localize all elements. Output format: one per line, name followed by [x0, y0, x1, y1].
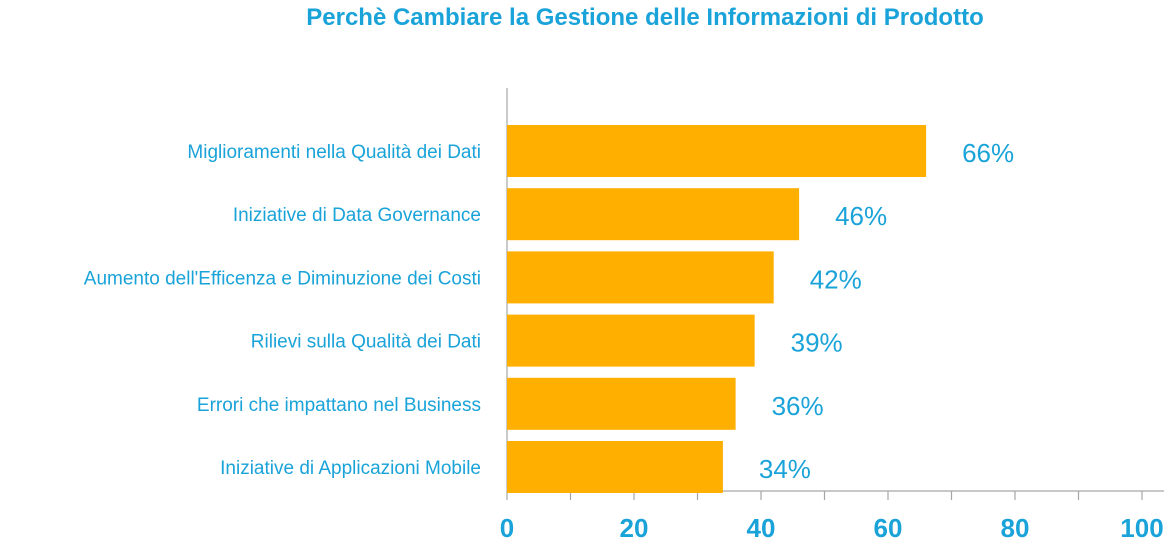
bar — [507, 314, 755, 367]
data-label: 34% — [759, 454, 811, 484]
bar — [507, 441, 723, 493]
category-label: Errori che impattano nel Business — [197, 395, 481, 416]
bar — [507, 125, 927, 177]
x-tick-label: 0 — [500, 513, 514, 543]
data-label: 36% — [772, 391, 824, 421]
category-label: Aumento dell'Efficenza e Diminuzione dei… — [84, 268, 481, 289]
category-label: Iniziative di Data Governance — [233, 205, 481, 226]
x-axis-ticks: 0 20 40 60 80 100 — [500, 513, 1164, 543]
bar — [507, 188, 800, 241]
x-tick-label: 40 — [747, 513, 776, 543]
bar — [507, 377, 736, 430]
x-tick-label: 100 — [1120, 513, 1163, 543]
category-label: Miglioramenti nella Qualità dei Dati — [187, 142, 481, 163]
value-labels: 66% 46% 42% 39% 36% 34% — [759, 138, 1014, 484]
category-label: Iniziative di Applicazioni Mobile — [220, 458, 481, 479]
x-tick-label: 80 — [1001, 513, 1030, 543]
data-label: 66% — [962, 138, 1014, 168]
category-label: Rilievi sulla Qualità dei Dati — [251, 332, 481, 353]
data-label: 42% — [810, 264, 862, 294]
chart-title: Perchè Cambiare la Gestione delle Inform… — [306, 4, 984, 31]
bars — [507, 125, 927, 493]
x-tick-label: 60 — [874, 513, 903, 543]
x-tick-label: 20 — [620, 513, 649, 543]
category-labels: Miglioramenti nella Qualità dei Dati Iniz… — [84, 142, 481, 479]
bar — [507, 251, 774, 304]
data-label: 46% — [835, 201, 887, 231]
data-label: 39% — [791, 328, 843, 358]
